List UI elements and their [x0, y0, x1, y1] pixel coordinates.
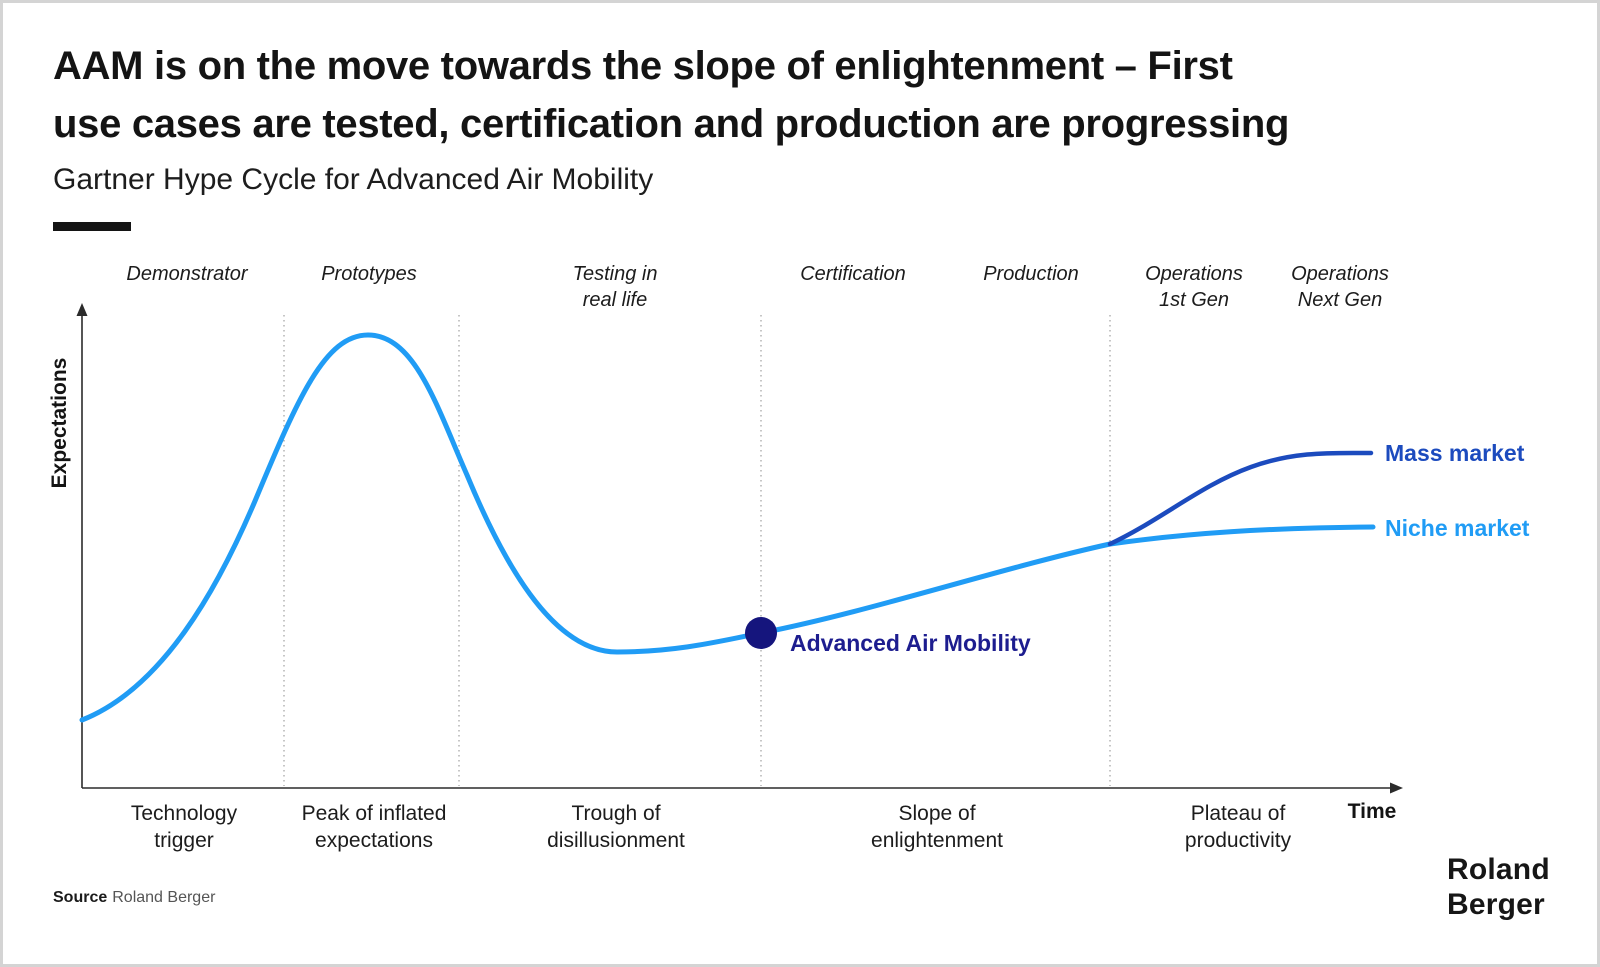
x-axis-arrowhead	[1390, 782, 1403, 794]
page-title: AAM is on the move towards the slope of …	[53, 44, 1290, 146]
page-subtitle: Gartner Hype Cycle for Advanced Air Mobi…	[53, 163, 654, 196]
phase-top-prototypes: Prototypes	[321, 263, 417, 285]
title-underline-bar	[53, 222, 131, 231]
phase-separator-lines	[283, 315, 1111, 786]
mass-market-line	[1107, 450, 1374, 547]
phase-top-operations-next-gen: Operations Next Gen	[1291, 263, 1389, 311]
phase-top-demonstrator: Demonstrator	[126, 263, 248, 285]
niche-market-label: Niche market	[1385, 515, 1530, 541]
phase-bottom-plateau: Plateau of productivity	[1184, 802, 1292, 852]
hype-curve-niche-market-line	[79, 332, 1376, 723]
phase-top-testing: Testing in real life	[572, 263, 658, 311]
phase-bottom-peak: Peak of inflated expectations	[301, 802, 447, 852]
source-line: Source Roland Berger	[53, 889, 215, 907]
phase-top-production: Production	[983, 263, 1079, 285]
phase-bottom-trough: Trough of disillusionment	[547, 802, 685, 852]
phase-bottom-slope: Slope of enlightenment	[871, 802, 1003, 852]
y-axis-label: Expectations	[48, 357, 71, 489]
axes	[81, 314, 1393, 789]
phase-top-operations-1st-gen: Operations 1st Gen	[1145, 263, 1243, 311]
hype-cycle-chart	[76, 303, 1403, 794]
aam-marker-label: Advanced Air Mobility	[790, 630, 1031, 656]
aam-marker-dot	[745, 617, 777, 649]
phase-bottom-technology-trigger: Technology trigger	[130, 802, 238, 852]
phase-top-certification: Certification	[800, 263, 906, 285]
mass-market-label: Mass market	[1385, 440, 1525, 466]
y-axis-arrowhead	[76, 303, 88, 316]
x-axis-label: Time	[1347, 800, 1397, 823]
source-label: Source	[53, 889, 108, 906]
roland-berger-logo: Roland Berger	[1447, 853, 1550, 921]
source-value: Roland Berger	[112, 889, 216, 906]
